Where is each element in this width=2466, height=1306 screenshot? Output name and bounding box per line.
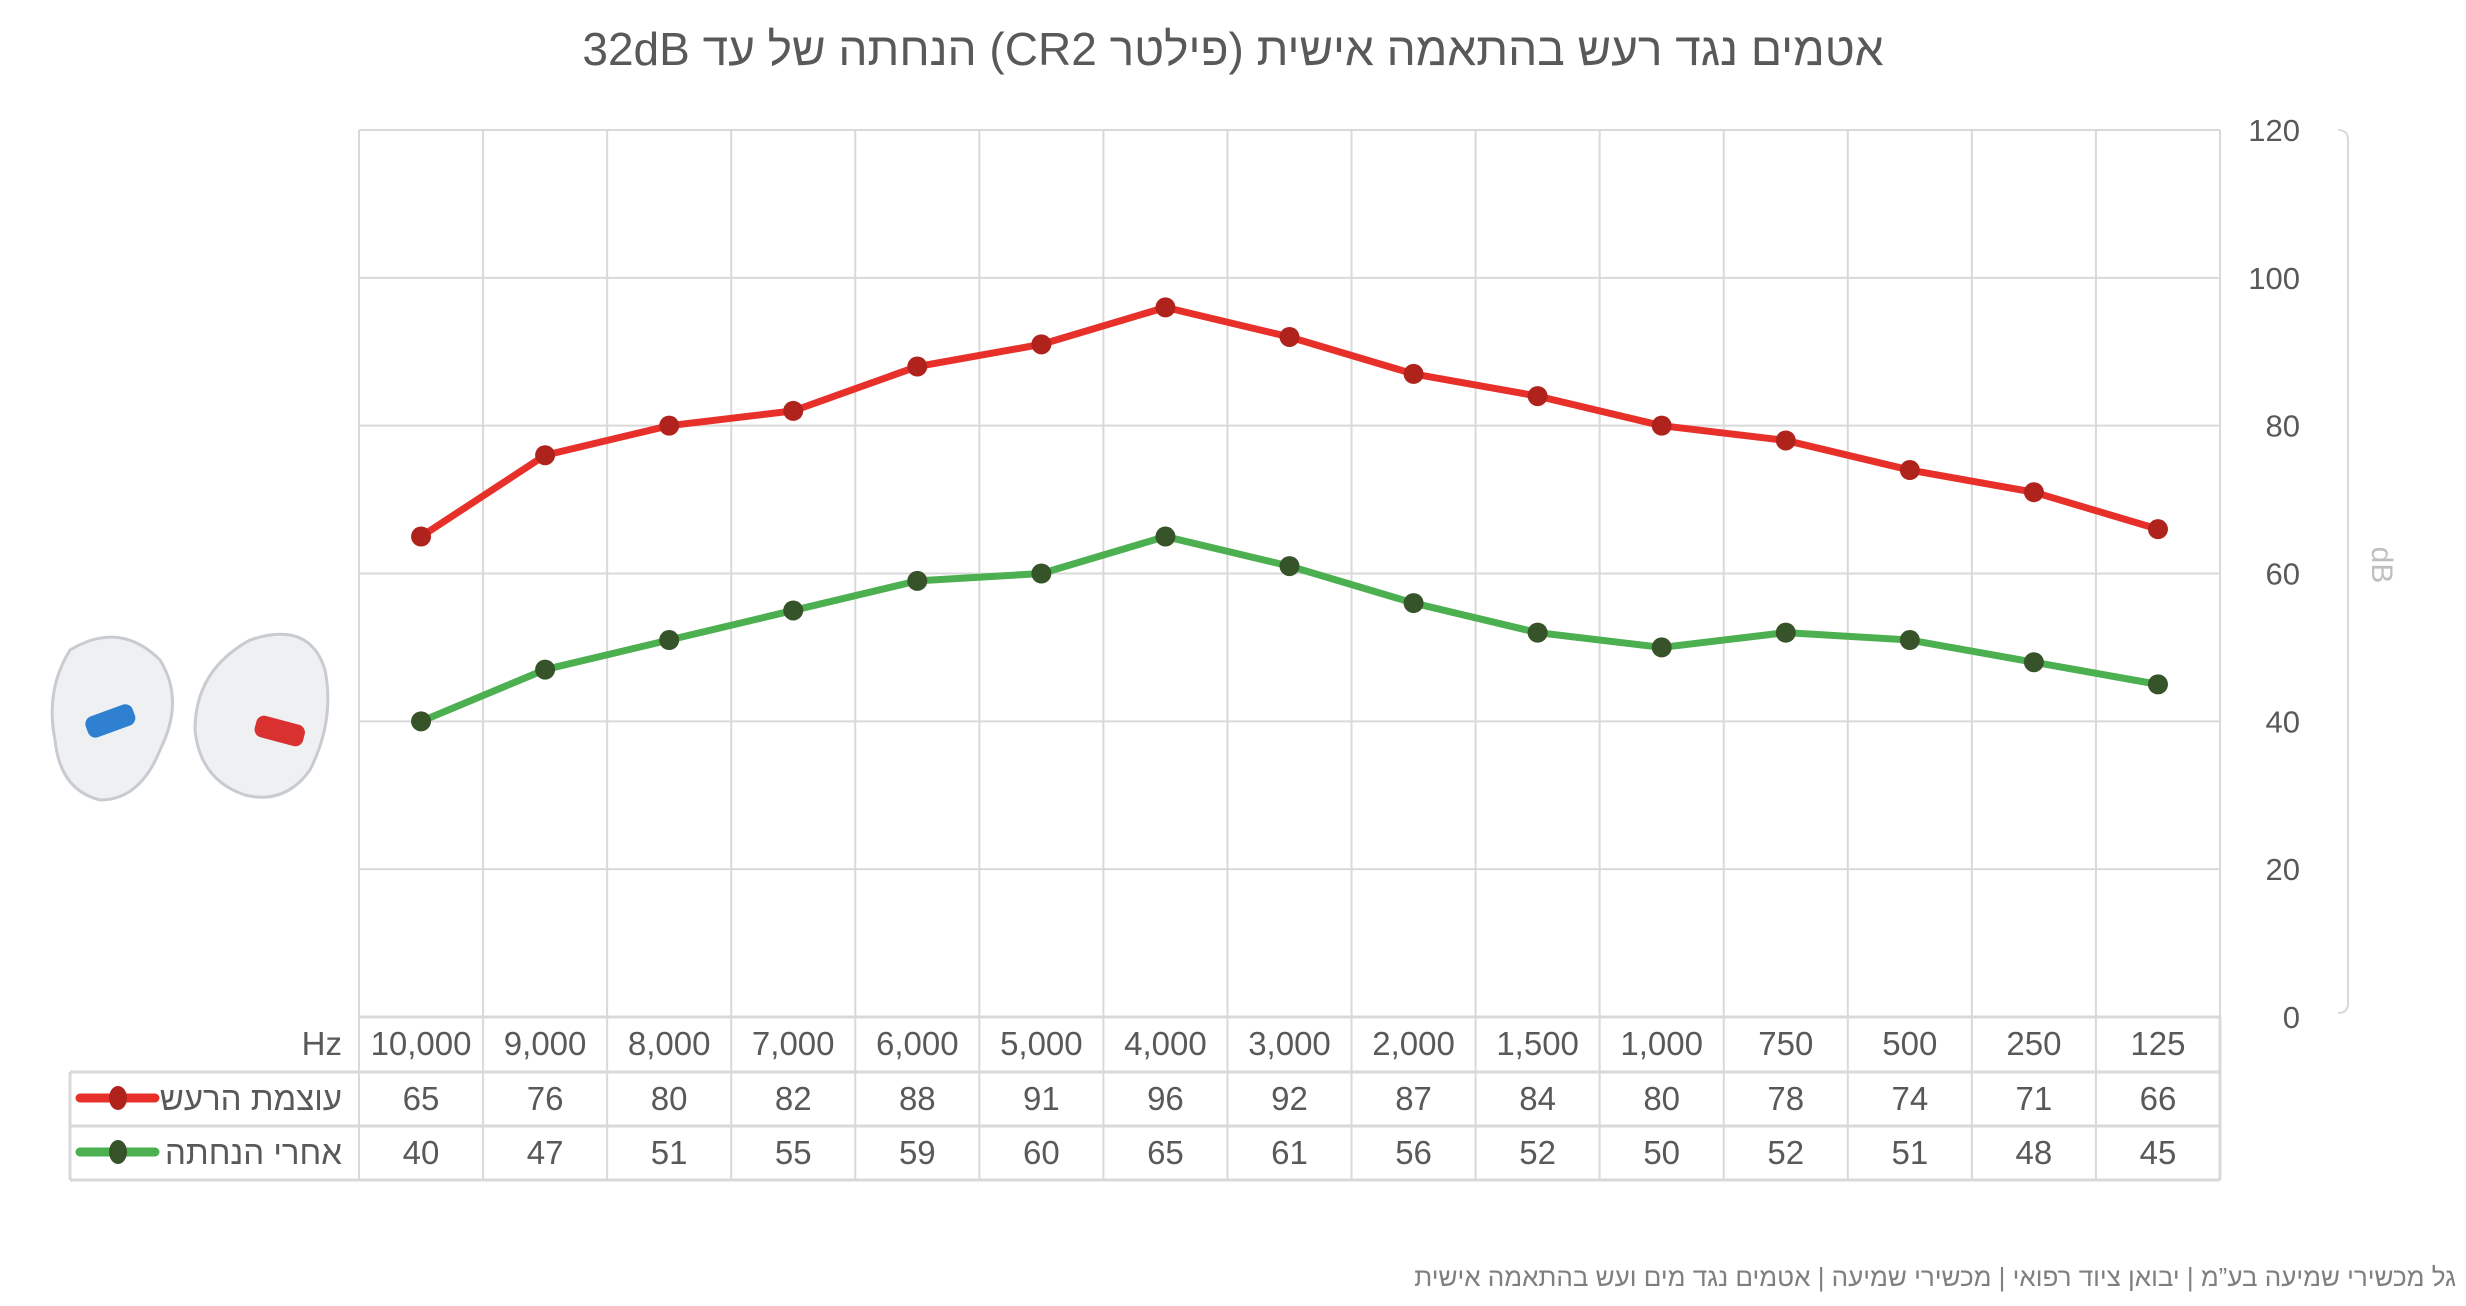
y-tick-label: 60	[2266, 557, 2300, 592]
data-table-cell: 65	[403, 1080, 440, 1117]
data-table-cell: 40	[403, 1134, 440, 1171]
data-table-cell: 88	[899, 1080, 936, 1117]
data-table-cell: 78	[1767, 1080, 1804, 1117]
data-table-cell: 59	[899, 1134, 936, 1171]
y-tick-label: 100	[2248, 261, 2300, 296]
x-tick-label: 3,000	[1248, 1025, 1331, 1062]
footer-text: גל מכשירי שמיעה בע”מ | יבואן ציוד רפואי …	[1414, 1262, 2456, 1292]
legend-entry: אחרי הנחתה	[75, 1134, 342, 1171]
data-table-cell: 47	[527, 1134, 564, 1171]
data-table-cell: 56	[1395, 1134, 1432, 1171]
data-table-cell: 80	[1643, 1080, 1680, 1117]
data-point	[1775, 622, 1796, 643]
legend-label: עוצמת הרעש	[160, 1080, 342, 1117]
data-table-cell: 55	[775, 1134, 812, 1171]
data-table-cell: 71	[2016, 1080, 2053, 1117]
data-point	[2147, 519, 2168, 540]
x-tick-label: 1,000	[1620, 1025, 1703, 1062]
chart-title: אטמים נגד רעש בהתאמה אישית (פילטר CR2) ה…	[582, 23, 1884, 75]
data-table-cell: 45	[2140, 1134, 2177, 1171]
x-tick-label: 750	[1758, 1025, 1813, 1062]
data-table-cell: 51	[651, 1134, 688, 1171]
x-tick-label: 4,000	[1124, 1025, 1207, 1062]
data-point	[1899, 630, 1920, 651]
filter-blue	[85, 704, 136, 738]
y-tick-label: 120	[2248, 113, 2300, 148]
data-point	[783, 600, 804, 621]
x-tick-label: 9,000	[504, 1025, 587, 1062]
data-table-cell: 76	[527, 1080, 564, 1117]
filter-red	[254, 715, 305, 747]
data-point	[1527, 622, 1548, 643]
data-point	[1155, 297, 1176, 318]
y-axis-line	[2337, 129, 2349, 1014]
data-point	[1279, 326, 1300, 347]
data-point	[1403, 593, 1424, 614]
x-tick-label: 500	[1882, 1025, 1937, 1062]
data-point	[2023, 652, 2044, 673]
data-table-cell: 80	[651, 1080, 688, 1117]
x-tick-label: 5,000	[1000, 1025, 1083, 1062]
data-point	[2023, 482, 2044, 503]
x-tick-label: 8,000	[628, 1025, 711, 1062]
earplug-right	[193, 632, 330, 799]
data-point	[659, 630, 680, 651]
data-table-cell: 50	[1643, 1134, 1680, 1171]
data-point	[1651, 415, 1672, 436]
y-tick-label: 20	[2266, 852, 2300, 887]
data-point	[1775, 430, 1796, 451]
data-table-cell: 61	[1271, 1134, 1308, 1171]
legend-marker	[109, 1086, 127, 1110]
data-point	[411, 711, 432, 732]
y-tick-label: 80	[2266, 409, 2300, 444]
data-table-cell: 96	[1147, 1080, 1184, 1117]
data-table-cell: 92	[1271, 1080, 1308, 1117]
legend-entry: עוצמת הרעש	[75, 1080, 342, 1117]
data-table-cell: 60	[1023, 1134, 1060, 1171]
data-point	[535, 659, 556, 680]
data-point	[1403, 363, 1424, 384]
data-point	[907, 570, 928, 591]
x-tick-label: 10,000	[371, 1025, 472, 1062]
legend-marker	[109, 1140, 127, 1164]
data-table-cell: 82	[775, 1080, 812, 1117]
x-tick-label: 250	[2006, 1025, 2061, 1062]
y-axis-label: dB	[2365, 547, 2398, 584]
data-table-cell: 84	[1519, 1080, 1556, 1117]
data-point	[1031, 334, 1052, 355]
data-point	[1155, 526, 1176, 547]
data-point	[1899, 460, 1920, 481]
data-point	[783, 400, 804, 421]
data-table-cell: 66	[2140, 1080, 2177, 1117]
x-axis-label: Hz	[302, 1025, 342, 1062]
data-point	[1279, 556, 1300, 577]
y-tick-label: 40	[2266, 704, 2300, 739]
custom-earplugs-image	[50, 632, 330, 802]
x-tick-label: 7,000	[752, 1025, 835, 1062]
data-point	[907, 356, 928, 377]
x-tick-label: 2,000	[1372, 1025, 1455, 1062]
x-tick-label: 1,500	[1496, 1025, 1579, 1062]
x-tick-label: 125	[2130, 1025, 2185, 1062]
data-table-cell: 65	[1147, 1134, 1184, 1171]
data-point	[1031, 563, 1052, 584]
data-table-cell: 74	[1891, 1080, 1928, 1117]
data-table-cell: 48	[2016, 1134, 2053, 1171]
x-tick-label: 6,000	[876, 1025, 959, 1062]
data-table-cell: 51	[1891, 1134, 1928, 1171]
data-point	[1527, 386, 1548, 407]
data-point	[2147, 674, 2168, 695]
data-point	[1651, 637, 1672, 658]
data-table-cell: 52	[1519, 1134, 1556, 1171]
data-table-cell: 87	[1395, 1080, 1432, 1117]
data-point	[659, 415, 680, 436]
data-point	[411, 526, 432, 547]
data-point	[535, 445, 556, 466]
data-table-cell: 52	[1767, 1134, 1804, 1171]
data-table-cell: 91	[1023, 1080, 1060, 1117]
y-tick-label: 0	[2283, 1000, 2300, 1035]
legend-label: אחרי הנחתה	[165, 1134, 342, 1171]
